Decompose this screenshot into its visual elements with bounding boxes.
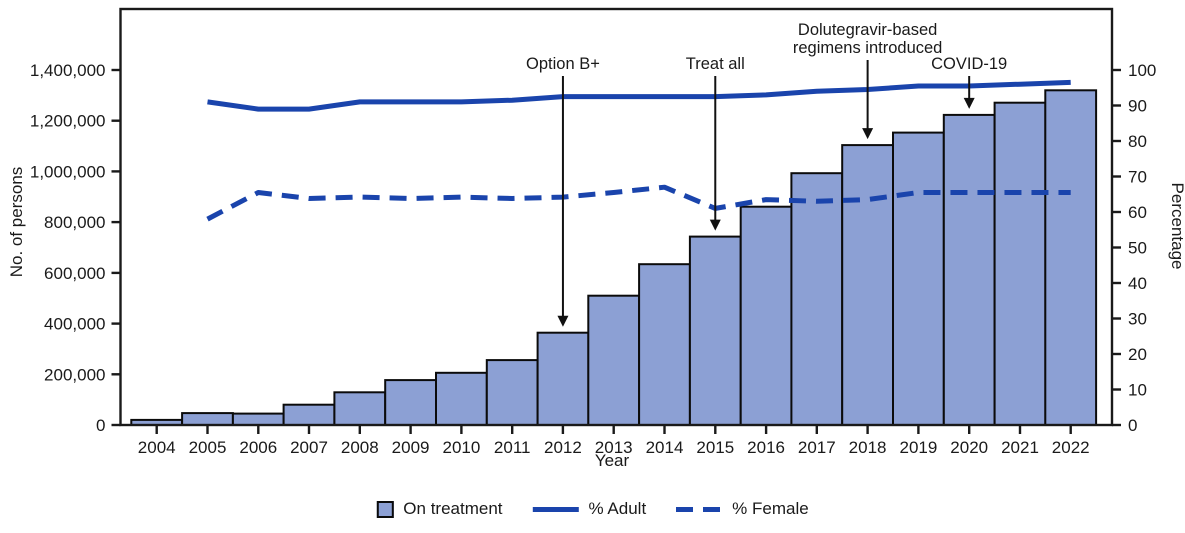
annotation-text: regimens introduced <box>793 39 943 57</box>
x-tick-label: 2015 <box>696 438 734 457</box>
x-tick-label: 2011 <box>494 438 531 457</box>
annotation-text: Treat all <box>686 55 745 73</box>
y-right-tick-label: 30 <box>1128 310 1147 329</box>
annotation-text: Option B+ <box>526 55 600 73</box>
y-right-tick-label: 80 <box>1128 132 1147 151</box>
legend-label-on-treatment: On treatment <box>403 499 503 518</box>
x-tick-label: 2008 <box>341 438 379 457</box>
bar-2014 <box>638 263 691 427</box>
y-right-tick-label: 40 <box>1128 274 1147 293</box>
bar-2013 <box>587 294 641 427</box>
bar-2021 <box>993 101 1047 426</box>
x-tick-label: 2013 <box>595 438 633 457</box>
y-right-tick-label: 100 <box>1128 61 1156 80</box>
y-right-tick-label: 20 <box>1128 345 1147 364</box>
x-tick-label: 2010 <box>442 438 480 457</box>
legend-item-on-treatment: On treatment <box>376 499 503 519</box>
x-tick-label: 2021 <box>1001 438 1039 457</box>
y-axis-label-left: No. of persons <box>7 167 26 278</box>
y-left-tick-label: 800,000 <box>44 213 105 232</box>
bar-2008 <box>333 391 387 426</box>
female-percent-line <box>206 184 1071 222</box>
y-right-tick-label: 70 <box>1128 168 1147 187</box>
x-tick-label: 2020 <box>950 438 988 457</box>
y-left-tick-label: 400,000 <box>44 315 105 334</box>
x-tick-label: 2019 <box>899 438 937 457</box>
y-right-tick-label: 50 <box>1128 239 1147 258</box>
legend-solid-line-swatch-icon <box>532 506 579 512</box>
annotation-arrowhead-icon <box>557 315 569 327</box>
bar-2017 <box>790 172 844 426</box>
y-right-tick-label: 60 <box>1128 203 1147 222</box>
axes-box <box>119 7 1114 427</box>
x-tick-label: 2022 <box>1052 438 1090 457</box>
bar-2007 <box>282 403 336 427</box>
y-right-tick-label: 10 <box>1128 381 1147 400</box>
x-tick-label: 2007 <box>290 438 328 457</box>
bar-2020 <box>942 113 996 427</box>
bar-2016 <box>739 205 793 426</box>
y-right-tick-label: 0 <box>1128 416 1137 435</box>
bar-2018 <box>841 144 895 426</box>
y-left-tick-label: 0 <box>96 416 105 435</box>
x-tick-label: 2009 <box>392 438 430 457</box>
y-right-tick-label: 90 <box>1128 97 1147 116</box>
x-tick-label: 2006 <box>239 438 277 457</box>
annotation-arrowhead-icon <box>862 128 874 140</box>
legend-bar-swatch-icon <box>376 500 394 518</box>
bar-2005 <box>181 412 234 427</box>
adult-percent-line <box>207 79 1071 112</box>
legend: On treatment % Adult % Female <box>376 497 809 521</box>
bar-2011 <box>485 359 539 427</box>
annotation-text: COVID-19 <box>931 55 1007 73</box>
annotation-arrowhead-icon <box>709 219 721 231</box>
x-tick-label: 2005 <box>189 438 227 457</box>
x-tick-label: 2004 <box>138 438 176 457</box>
bar-2019 <box>892 131 945 426</box>
bar-2022 <box>1044 89 1098 427</box>
y-left-tick-label: 600,000 <box>44 264 105 283</box>
y-left-tick-label: 1,000,000 <box>30 162 106 181</box>
x-tick-label: 2017 <box>798 438 836 457</box>
bar-2009 <box>384 379 438 427</box>
legend-dashed-line-swatch-icon <box>676 506 723 512</box>
legend-label-adult: % Adult <box>588 499 647 518</box>
y-left-tick-label: 200,000 <box>44 365 105 384</box>
x-tick-label: 2016 <box>747 438 785 457</box>
y-left-tick-label: 1,200,000 <box>30 112 106 131</box>
x-tick-label: 2018 <box>849 438 887 457</box>
plot-area: 0 200,000 400,000 600,000 800,000 1,000,000 1,… <box>30 7 1156 457</box>
y-left-tick-label: 1,400,000 <box>30 61 106 80</box>
legend-label-female: % Female <box>732 499 809 518</box>
bar-2015 <box>688 235 742 426</box>
x-axis-label: Year <box>595 451 630 470</box>
x-tick-label: 2012 <box>544 438 582 457</box>
annotation-text: Dolutegravir-based <box>798 21 937 39</box>
bar-2006 <box>231 412 285 427</box>
legend-item-adult: % Adult <box>532 499 647 519</box>
bar-2010 <box>435 371 488 426</box>
x-tick-label: 2014 <box>646 438 684 457</box>
legend-item-female: % Female <box>676 499 809 519</box>
bar-2012 <box>536 331 590 427</box>
y-axis-label-right: Percentage <box>1168 183 1185 270</box>
annotation-arrowhead-icon <box>963 97 975 109</box>
